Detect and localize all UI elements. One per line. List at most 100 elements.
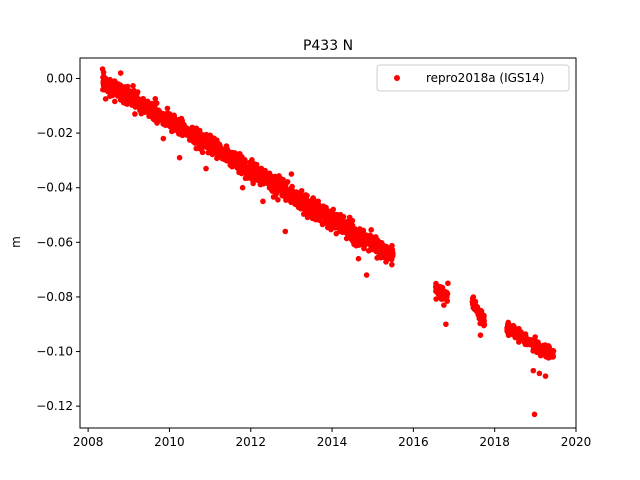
data-point (246, 163, 252, 170)
data-point (235, 158, 242, 164)
data-point (226, 149, 233, 156)
data-point (537, 352, 544, 359)
data-point (282, 228, 289, 235)
data-point (134, 100, 140, 106)
data-point (371, 244, 377, 251)
x-tick-label: 2020 (561, 435, 592, 449)
data-point (469, 298, 476, 305)
data-point (522, 334, 529, 340)
data-point (130, 83, 136, 89)
data-point (375, 254, 381, 260)
data-point (117, 70, 124, 76)
data-point (535, 339, 541, 345)
data-point (237, 150, 243, 157)
data-point (253, 161, 260, 168)
data-point (229, 157, 236, 163)
data-point (137, 97, 144, 103)
y-tick-label: −0.10 (36, 345, 73, 359)
plot-area (79, 57, 577, 429)
data-point (390, 252, 396, 259)
data-point (151, 116, 157, 122)
data-point (222, 151, 228, 157)
data-point (164, 105, 171, 112)
data-point (298, 193, 304, 199)
data-point (160, 135, 167, 142)
data-point (382, 245, 388, 252)
data-point (191, 126, 197, 132)
data-point (268, 185, 275, 192)
data-point (366, 235, 373, 241)
data-point (99, 66, 106, 72)
data-point (352, 229, 358, 236)
data-point (251, 167, 258, 174)
data-point (120, 84, 126, 91)
data-point (165, 110, 171, 117)
y-tick-label: −0.06 (36, 235, 73, 249)
data-point (532, 334, 538, 340)
data-point (309, 213, 316, 220)
data-point (433, 282, 439, 289)
data-point (287, 191, 294, 198)
data-point (284, 187, 291, 194)
data-point (376, 245, 383, 251)
data-point (480, 315, 487, 321)
data-point (302, 197, 309, 204)
data-point (209, 146, 216, 153)
x-axis: 2008 2010 2012 2014 2016 2018 2020 (73, 428, 591, 449)
data-point (288, 171, 295, 177)
data-point (437, 291, 444, 297)
data-point (300, 205, 307, 212)
data-point (445, 280, 451, 287)
chart-title: P433 N (303, 38, 353, 54)
data-point (536, 370, 543, 377)
data-point (550, 347, 556, 354)
data-point (362, 232, 369, 238)
data-point (214, 150, 220, 156)
data-point (531, 411, 538, 418)
data-point (244, 175, 251, 181)
data-point (156, 108, 163, 115)
data-point (175, 119, 181, 126)
data-point (365, 248, 372, 254)
data-point (307, 200, 313, 206)
data-point (389, 261, 395, 268)
data-point (160, 120, 167, 126)
data-point (337, 211, 344, 218)
data-point (357, 229, 363, 235)
data-point (168, 124, 175, 131)
data-point (111, 78, 118, 85)
data-point (345, 220, 351, 227)
legend-label: repro2018a (IGS14) (426, 71, 544, 85)
data-point (104, 83, 111, 89)
data-point (513, 327, 519, 334)
data-point (296, 200, 302, 207)
data-point (131, 87, 137, 94)
data-point (265, 174, 272, 181)
data-point (273, 192, 279, 198)
data-point (229, 163, 236, 170)
data-point (444, 298, 451, 304)
data-point (139, 104, 145, 111)
data-point (215, 143, 221, 150)
data-point (333, 217, 340, 223)
data-point (368, 227, 374, 233)
data-point (542, 373, 549, 379)
x-tick-label: 2012 (235, 435, 266, 449)
data-point (383, 252, 390, 259)
data-point (195, 137, 201, 143)
data-point (203, 165, 209, 172)
data-point (204, 142, 211, 148)
data-point (505, 332, 512, 339)
data-point (517, 329, 524, 336)
data-point (255, 175, 262, 182)
data-point (363, 272, 370, 278)
data-point (179, 118, 186, 124)
y-axis-label: m (9, 236, 23, 248)
data-point (283, 197, 289, 203)
data-point (316, 207, 322, 214)
data-point (275, 196, 281, 203)
data-point (470, 305, 477, 311)
data-point (344, 231, 351, 238)
data-point (317, 217, 323, 224)
